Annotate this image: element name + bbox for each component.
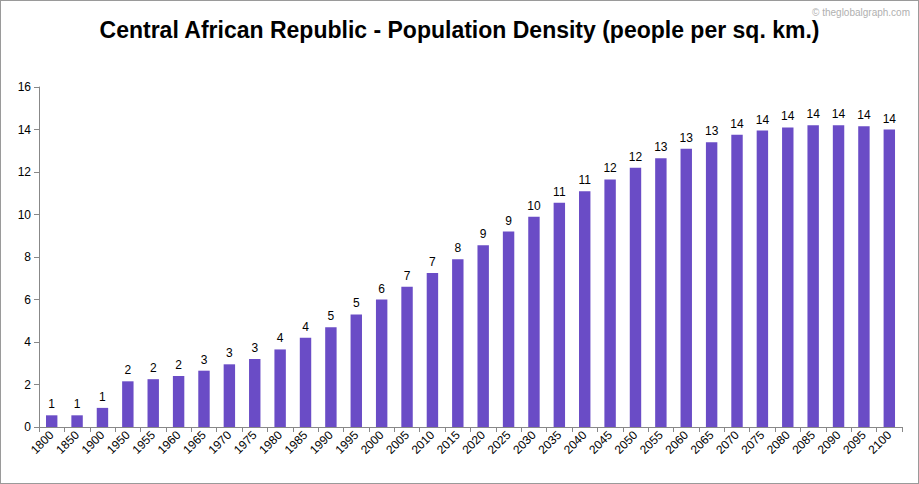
svg-text:2070: 2070 [713,428,742,457]
svg-text:11: 11 [578,173,591,187]
svg-text:2060: 2060 [662,428,691,457]
svg-text:2035: 2035 [536,428,565,457]
svg-text:4: 4 [302,320,309,334]
svg-text:2: 2 [124,363,131,377]
svg-text:2: 2 [24,378,31,392]
svg-text:7: 7 [429,255,436,269]
svg-text:2005: 2005 [383,428,412,457]
svg-text:1960: 1960 [155,428,184,457]
svg-text:5: 5 [328,309,335,323]
svg-text:2015: 2015 [434,428,463,457]
svg-text:1990: 1990 [307,428,336,457]
svg-text:9: 9 [480,227,487,241]
svg-text:1965: 1965 [180,428,209,457]
svg-text:8: 8 [24,250,31,264]
svg-text:1955: 1955 [129,428,158,457]
svg-text:2: 2 [175,358,182,372]
svg-text:12: 12 [18,165,32,179]
svg-text:6: 6 [378,282,385,296]
svg-text:2095: 2095 [840,428,869,457]
svg-text:5: 5 [353,296,360,310]
svg-text:1900: 1900 [79,428,108,457]
svg-text:© theglobalgraph.com: © theglobalgraph.com [812,7,910,18]
svg-text:2065: 2065 [688,428,717,457]
svg-text:8: 8 [454,241,461,255]
svg-text:9: 9 [505,214,512,228]
svg-text:2025: 2025 [485,428,514,457]
svg-text:2030: 2030 [510,428,539,457]
svg-text:3: 3 [201,353,208,367]
svg-text:2100: 2100 [865,428,894,457]
svg-text:0: 0 [24,420,31,434]
svg-text:1800: 1800 [28,428,57,457]
svg-text:1850: 1850 [53,428,82,457]
svg-text:14: 14 [806,107,820,121]
svg-text:12: 12 [629,150,643,164]
svg-text:2: 2 [150,361,157,375]
svg-text:13: 13 [705,124,719,138]
svg-text:1980: 1980 [256,428,285,457]
svg-text:1970: 1970 [206,428,235,457]
svg-text:1985: 1985 [282,428,311,457]
svg-text:11: 11 [553,185,566,199]
svg-text:4: 4 [277,331,284,345]
svg-text:14: 14 [756,113,770,127]
svg-text:13: 13 [680,131,694,145]
svg-text:1: 1 [99,390,106,404]
svg-text:2045: 2045 [586,428,615,457]
svg-text:2020: 2020 [459,428,488,457]
svg-text:Central African Republic - Pop: Central African Republic - Population De… [100,17,820,43]
svg-text:14: 14 [832,107,846,121]
svg-text:2010: 2010 [409,428,438,457]
svg-text:16: 16 [18,80,32,94]
svg-text:1995: 1995 [332,428,361,457]
svg-text:14: 14 [730,117,744,131]
svg-text:2000: 2000 [358,428,387,457]
svg-text:14: 14 [857,108,871,122]
svg-text:2040: 2040 [561,428,590,457]
svg-text:14: 14 [883,112,897,126]
svg-text:2080: 2080 [764,428,793,457]
svg-text:3: 3 [251,341,258,355]
svg-text:2090: 2090 [815,428,844,457]
svg-text:1: 1 [48,397,55,411]
svg-text:7: 7 [404,269,411,283]
svg-text:12: 12 [603,161,617,175]
svg-text:10: 10 [527,199,541,213]
svg-text:2085: 2085 [789,428,818,457]
svg-text:3: 3 [226,346,233,360]
svg-text:14: 14 [18,123,32,137]
svg-text:1975: 1975 [231,428,260,457]
svg-text:2050: 2050 [612,428,641,457]
svg-text:10: 10 [18,208,32,222]
svg-text:6: 6 [24,293,31,307]
svg-text:14: 14 [781,109,795,123]
svg-text:2055: 2055 [637,428,666,457]
svg-text:2075: 2075 [739,428,768,457]
svg-text:13: 13 [654,140,668,154]
svg-text:4: 4 [24,335,31,349]
svg-text:1950: 1950 [104,428,133,457]
svg-text:1: 1 [74,397,81,411]
